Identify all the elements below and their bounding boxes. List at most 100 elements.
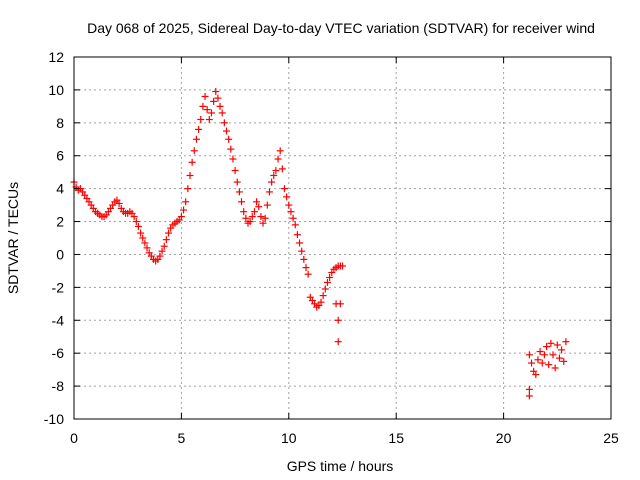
data-point	[296, 239, 304, 247]
data-point	[319, 292, 327, 300]
y-tick-label: 2	[56, 214, 64, 230]
x-tick-label: 10	[281, 430, 297, 446]
data-point	[334, 338, 342, 346]
x-tick-label: 0	[70, 430, 78, 446]
data-point	[278, 165, 286, 173]
data-point	[525, 351, 533, 359]
data-layer	[70, 88, 570, 400]
data-point	[205, 116, 213, 124]
data-point	[132, 218, 140, 226]
data-point	[291, 221, 299, 229]
data-point	[192, 135, 200, 143]
data-point	[547, 339, 555, 347]
data-point	[540, 351, 548, 359]
data-point	[257, 213, 265, 221]
data-point	[536, 348, 544, 356]
data-point	[287, 208, 295, 216]
data-point	[201, 92, 209, 100]
data-point	[253, 198, 261, 206]
y-tick-label: -10	[44, 411, 64, 427]
data-point	[238, 198, 246, 206]
data-point	[210, 97, 218, 105]
data-point	[182, 198, 190, 206]
tick-layer: -10 -8 -6 -4 -2 0 2 4 6 8 10 12 0 5 10 15 20 25	[44, 49, 619, 446]
y-tick-label: 8	[56, 115, 64, 131]
data-point	[162, 236, 170, 244]
data-point	[220, 119, 228, 127]
y-tick-label: -6	[52, 345, 65, 361]
grid-layer	[74, 57, 611, 419]
data-point	[543, 343, 551, 351]
data-point	[143, 244, 151, 252]
data-point	[250, 208, 258, 216]
data-point	[158, 247, 166, 255]
data-point	[203, 106, 211, 114]
y-tick-label: 0	[56, 246, 64, 262]
data-point	[137, 229, 145, 237]
data-point	[199, 102, 207, 110]
data-point	[218, 109, 226, 117]
data-point	[317, 298, 325, 306]
data-point	[263, 201, 271, 209]
data-point	[223, 127, 231, 135]
data-point	[268, 178, 276, 186]
data-point	[538, 359, 546, 367]
data-point	[216, 102, 224, 110]
data-point	[225, 135, 233, 143]
y-tick-label: -8	[52, 378, 65, 394]
data-point	[525, 385, 533, 393]
data-point	[555, 354, 563, 362]
data-point	[180, 206, 188, 214]
data-point	[212, 88, 220, 96]
data-point	[298, 247, 306, 255]
data-point	[242, 214, 250, 222]
data-point	[283, 193, 291, 201]
data-point	[184, 185, 192, 193]
data-point	[165, 229, 173, 237]
data-point	[139, 234, 147, 242]
y-tick-label: 6	[56, 148, 64, 164]
data-point	[545, 361, 553, 369]
y-axis-label: SDTVAR / TECUs	[5, 182, 21, 294]
data-point	[261, 214, 269, 222]
data-point	[321, 285, 329, 293]
data-point	[558, 346, 566, 354]
data-point	[233, 178, 241, 186]
data-point	[300, 255, 308, 263]
data-point	[276, 147, 284, 155]
data-point	[231, 167, 239, 175]
data-point	[195, 125, 203, 133]
data-point	[553, 341, 561, 349]
data-point	[160, 242, 168, 250]
data-point	[188, 158, 196, 166]
data-point	[293, 231, 301, 239]
data-point	[134, 222, 142, 230]
y-tick-label: 10	[48, 82, 64, 98]
plot-frame	[73, 56, 612, 420]
data-point	[532, 371, 540, 379]
data-point	[272, 167, 280, 175]
x-tick-label: 5	[178, 430, 186, 446]
data-point	[246, 218, 254, 226]
x-axis-label: GPS time / hours	[287, 458, 394, 474]
data-point	[534, 356, 542, 364]
data-point	[339, 262, 346, 270]
data-point	[177, 213, 185, 221]
data-point	[528, 359, 536, 367]
data-point	[259, 219, 267, 227]
y-tick-label: 4	[56, 181, 64, 197]
data-point	[289, 214, 297, 222]
x-tick-label: 20	[496, 430, 512, 446]
data-point	[255, 203, 263, 211]
data-point	[302, 264, 310, 272]
data-point	[141, 239, 149, 247]
data-point	[197, 116, 205, 124]
data-point	[551, 364, 559, 372]
data-point	[156, 252, 164, 260]
data-point	[235, 188, 243, 196]
data-point	[323, 278, 331, 286]
data-point	[304, 270, 312, 278]
data-point	[240, 208, 248, 216]
data-point	[525, 392, 533, 400]
